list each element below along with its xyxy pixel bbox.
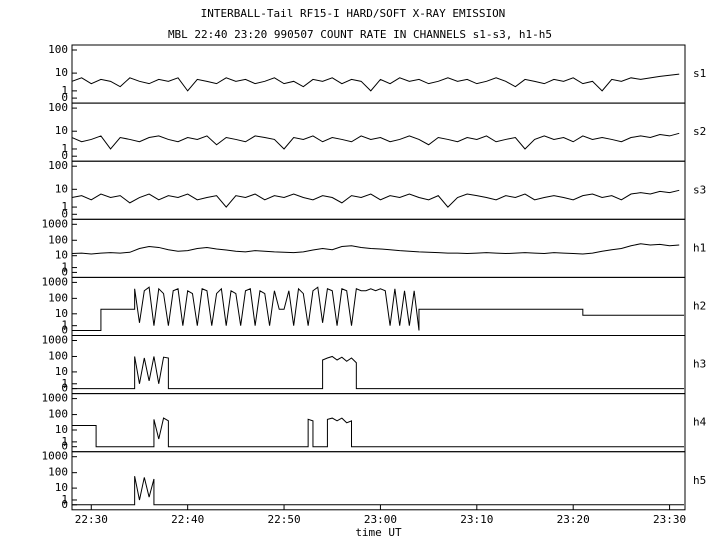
y-tick-label: 0 [61,149,68,162]
y-tick-label: 1 [61,84,68,97]
x-tick-label: 23:30 [653,513,686,526]
chart-subtitle: MBL 22:40 23:20 990507 COUNT RATE IN CHA… [168,28,552,41]
y-tick-label: 100 [48,233,68,246]
y-tick-label: 100 [48,291,68,304]
x-tick-label: 23:10 [460,513,493,526]
series-line [72,417,685,448]
y-tick-label: 10 [55,423,68,436]
x-tick-label: 23:20 [557,513,590,526]
channel-label: s2 [693,125,706,138]
y-tick-label: 100 [48,466,68,479]
y-tick-label: 1 [61,493,68,506]
y-tick-label: 1 [61,200,68,213]
series-line [72,355,685,390]
x-tick-label: 22:50 [267,513,300,526]
y-tick-label: 0 [61,440,68,453]
y-tick-label: 10 [55,307,68,320]
y-tick-label: 0 [61,91,68,104]
y-tick-label: 0 [61,324,68,337]
y-tick-label: 100 [48,101,68,114]
y-tick-label: 100 [48,43,68,56]
y-tick-label: 10 [55,365,68,378]
y-tick-label: 1 [61,142,68,155]
chart-title: INTERBALL-Tail RF15-I HARD/SOFT X-RAY EM… [201,7,506,20]
y-tick-label: 10 [55,249,68,262]
y-tick-label: 1000 [42,450,69,463]
y-tick-label: 1000 [42,217,69,230]
panel-frame [71,160,686,220]
channel-label: s1 [693,67,706,80]
y-tick-label: 10 [55,481,68,494]
channel-label: s3 [693,183,706,196]
y-tick-label: 100 [48,408,68,421]
y-tick-label: 1000 [42,275,69,288]
x-axis-label: time UT [355,526,402,539]
panel-frame [71,451,686,511]
y-tick-label: 1 [61,435,68,448]
panel-frame [71,44,686,104]
panel-frame [71,102,686,162]
y-tick-label: 0 [61,207,68,220]
y-tick-label: 1000 [42,392,69,405]
y-tick-label: 1 [61,319,68,332]
channel-label: h4 [693,416,707,429]
y-tick-label: 0 [61,382,68,395]
channel-label: h2 [693,299,706,312]
y-tick-label: 10 [55,66,68,79]
channel-label: h1 [693,241,706,254]
series-line [71,189,680,208]
x-tick-label: 23:00 [364,513,397,526]
series-line [72,476,685,506]
panel-frame [71,276,686,336]
y-tick-label: 100 [48,159,68,172]
y-tick-label: 1000 [42,334,69,347]
y-tick-label: 10 [55,124,68,137]
series-line [72,286,685,331]
y-tick-label: 1 [61,377,68,390]
y-tick-label: 1 [61,261,68,274]
x-tick-label: 22:30 [75,513,108,526]
series-line [71,73,680,92]
series-line [71,132,680,150]
x-tick-label: 22:40 [171,513,204,526]
y-tick-label: 100 [48,349,68,362]
channel-label: h3 [693,358,706,371]
y-tick-label: 10 [55,182,68,195]
channel-label: h5 [693,474,706,487]
series-line [71,243,680,255]
panel-frame [71,335,686,395]
y-tick-label: 0 [61,498,68,511]
panel-frame [71,393,686,453]
y-tick-label: 0 [61,265,68,278]
